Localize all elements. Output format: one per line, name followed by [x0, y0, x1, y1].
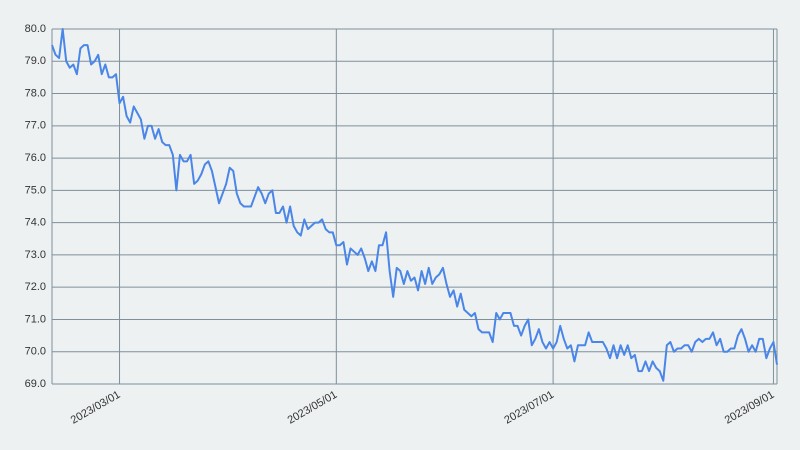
data-line — [51, 28, 778, 382]
y-tick-label: 79.0 — [25, 55, 46, 67]
y-tick-label: 77.0 — [25, 120, 46, 132]
x-tick-label: 2023/07/01 — [502, 389, 556, 427]
y-tick-label: 70.0 — [25, 346, 46, 358]
x-tick-label: 2023/03/01 — [69, 389, 123, 427]
y-tick-label: 73.0 — [25, 249, 46, 261]
x-tick-label: 2023/09/01 — [723, 389, 777, 427]
y-tick-label: 76.0 — [25, 152, 46, 164]
y-tick-label: 78.0 — [25, 87, 46, 99]
y-tick-label: 75.0 — [25, 184, 46, 196]
y-tick-label: 80.0 — [25, 23, 46, 35]
y-tick-label: 69.0 — [25, 378, 46, 390]
y-tick-label: 71.0 — [25, 313, 46, 325]
x-tick-label: 2023/05/01 — [286, 389, 340, 427]
y-tick-label: 74.0 — [25, 217, 46, 229]
y-tick-label: 72.0 — [25, 281, 46, 293]
